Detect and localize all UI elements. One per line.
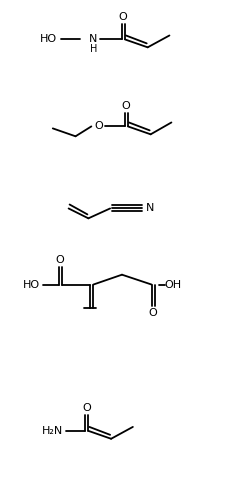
Text: H₂N: H₂N xyxy=(42,426,63,436)
Text: HO: HO xyxy=(22,280,40,290)
Text: OH: OH xyxy=(165,280,182,290)
Text: N: N xyxy=(89,35,98,45)
Text: O: O xyxy=(119,12,127,22)
Text: O: O xyxy=(55,255,64,265)
Text: O: O xyxy=(94,121,103,131)
Text: HO: HO xyxy=(40,35,57,45)
Text: N: N xyxy=(146,203,154,213)
Text: O: O xyxy=(82,403,91,413)
Text: H: H xyxy=(90,45,97,54)
Text: O: O xyxy=(148,308,157,318)
Text: O: O xyxy=(121,100,130,111)
